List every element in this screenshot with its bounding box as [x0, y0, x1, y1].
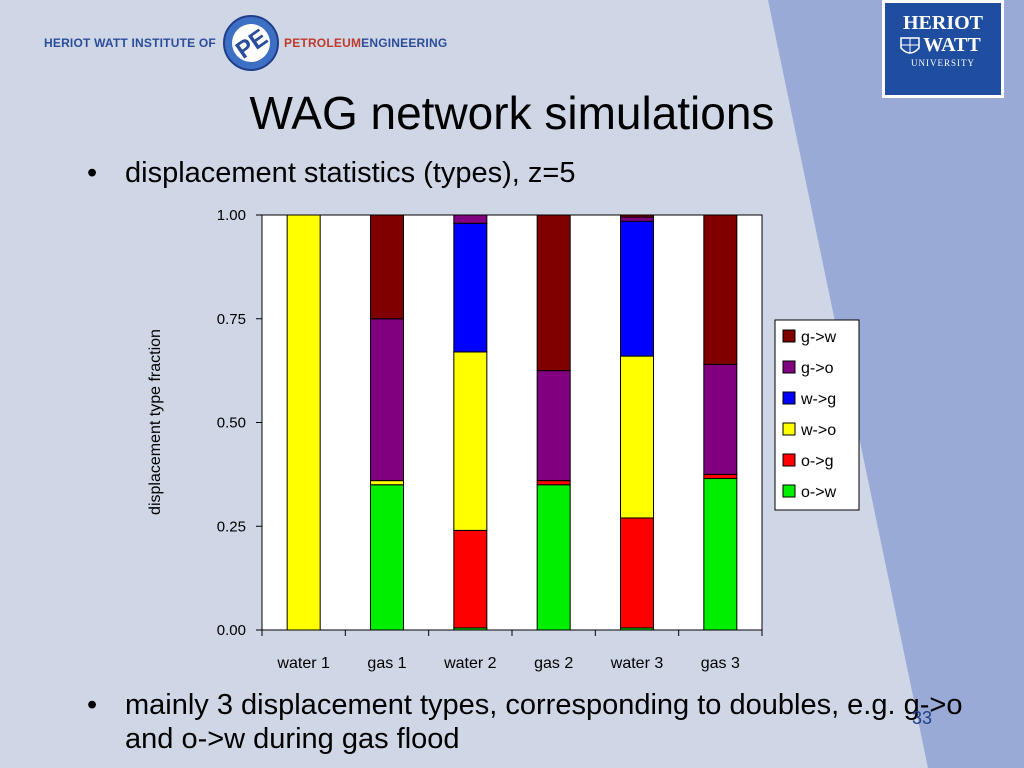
- engineering-text: ENGINEERING: [361, 36, 448, 50]
- x-tick-label: water 3: [610, 655, 664, 672]
- bar-segment: [536, 214, 571, 372]
- bullet-point: • displacement statistics (types), z=5: [87, 156, 576, 190]
- bar-segment: [703, 363, 738, 475]
- y-tick-label: 0.50: [217, 415, 246, 432]
- x-tick-label: gas 3: [701, 655, 740, 672]
- bar-segment: [453, 529, 488, 629]
- ipe-logo-icon: PE: [223, 15, 279, 71]
- y-tick-label: 1.00: [217, 207, 246, 224]
- bar-segment: [370, 318, 404, 482]
- y-tick-label: 0.00: [217, 622, 246, 639]
- axes-group: 0.00 0.25 0.50 0.75 1.00 water 1 gas 1 water 2 g…: [147, 207, 763, 672]
- legend-label: g->o: [801, 360, 834, 377]
- legend-swatch: [782, 329, 796, 343]
- hw-logo-line3: UNIVERSITY: [911, 58, 975, 68]
- legend-swatch: [782, 484, 796, 498]
- bar-segment: [620, 220, 654, 357]
- institute-logo-text: HERIOT WATT INSTITUTE OF: [44, 36, 216, 50]
- bar-segment: [370, 484, 404, 631]
- legend-label: o->w: [801, 484, 837, 501]
- petroleum-text: PETROLEUM: [284, 36, 362, 50]
- bar-segment: [620, 216, 654, 222]
- page-number: 33: [912, 708, 933, 728]
- bullet-text: displacement statistics (types), z=5: [125, 157, 576, 189]
- x-tick-label: water 1: [276, 655, 330, 672]
- legend-swatch: [782, 391, 796, 405]
- bar-segment: [536, 484, 571, 631]
- bar-segment: [703, 214, 738, 365]
- bar-segment: [536, 370, 571, 482]
- hw-logo-line2: WATT: [923, 34, 981, 56]
- crest-icon: [900, 37, 920, 54]
- bar-segment: [453, 214, 488, 224]
- bullet-text: mainly 3 displacement types, correspondi…: [125, 689, 963, 755]
- slide-title: WAG network simulations: [249, 87, 775, 139]
- x-tick-label: gas 1: [367, 655, 406, 672]
- bar-segment: [536, 480, 571, 486]
- bar-segment: [620, 517, 654, 629]
- bar-segment: [620, 214, 654, 218]
- chart-legend: g->w g->o w->g w->o o->g o->w: [774, 319, 860, 511]
- legend-label: o->g: [801, 453, 833, 470]
- bar-segment: [703, 473, 738, 480]
- heriot-watt-logo: HERIOT WATT UNIVERSITY: [882, 0, 1004, 98]
- bar-segment: [703, 478, 738, 631]
- accent-band: [768, 0, 1024, 768]
- bar-segment: [453, 351, 488, 531]
- legend-label: w->o: [800, 422, 836, 439]
- y-tick-label: 0.25: [217, 518, 246, 535]
- legend-label: g->w: [801, 329, 837, 346]
- bullet-icon: •: [87, 689, 98, 721]
- bar-segment: [370, 214, 404, 320]
- x-tick-label: water 2: [443, 655, 497, 672]
- bullet-icon: •: [87, 157, 98, 189]
- legend-label: w->g: [800, 391, 836, 408]
- bullet-point: • mainly 3 displacement types, correspon…: [87, 688, 985, 756]
- hw-logo-line1: HERIOT: [902, 12, 984, 34]
- legend-swatch: [782, 453, 796, 467]
- bar-segment: [453, 222, 488, 353]
- legend-box: [774, 319, 860, 511]
- y-axis-label: displacement type fraction: [147, 329, 164, 515]
- plot-area: [261, 214, 763, 631]
- bar-segment: [620, 355, 654, 519]
- y-tick-label: 0.75: [217, 311, 246, 328]
- legend-swatch: [782, 360, 796, 374]
- petroleum-engineering-logo-text: PETROLEUMENGINEERING: [284, 36, 447, 50]
- bars-group: [261, 214, 763, 631]
- legend-swatch: [782, 422, 796, 436]
- bar-segment: [370, 480, 404, 486]
- bar-segment: [286, 214, 321, 631]
- x-tick-label: gas 2: [534, 655, 573, 672]
